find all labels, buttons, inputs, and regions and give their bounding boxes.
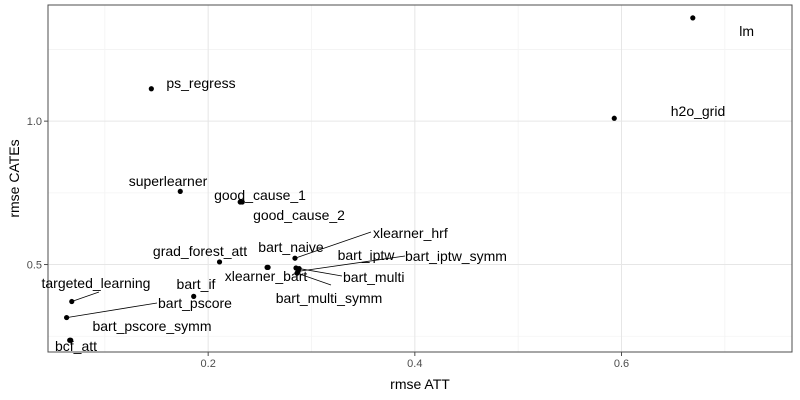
data-point-targeted-learning bbox=[69, 298, 75, 305]
point-label-bart-multi-symm: bart_multi_symm bbox=[276, 290, 383, 306]
y-axis-title: rmse CATEs bbox=[6, 139, 22, 217]
data-point-bart-multi bbox=[296, 265, 302, 272]
point-label-xlearner-hrf: xlearner_hrf bbox=[373, 225, 448, 241]
data-point-xlearner-bart bbox=[265, 264, 271, 271]
point-label-good-cause-2: good_cause_2 bbox=[253, 207, 345, 223]
data-point-lm bbox=[690, 15, 696, 21]
point-label-bart-iptw: bart_iptw bbox=[338, 247, 396, 263]
label-leader-line bbox=[66, 302, 158, 318]
data-point-bart-multi-symm bbox=[294, 270, 300, 276]
point-label-grad-forest-att: grad_forest_att bbox=[153, 243, 247, 259]
label-leader-line bbox=[298, 255, 406, 272]
y-tick-label: 0.5 bbox=[27, 260, 42, 272]
ticks-layer: 0.2 0.4 0.6 0.5 1.0 bbox=[27, 116, 629, 370]
point-label-bart-iptw-symm: bart_iptw_symm bbox=[405, 248, 507, 264]
point-label-bart-pscore: bart_pscore bbox=[158, 295, 232, 311]
point-label-targeted-learning: targeted_learning bbox=[42, 275, 151, 291]
data-point-grad-forest-att bbox=[216, 259, 223, 265]
data-point-bart-if bbox=[191, 293, 197, 299]
label-leader-line bbox=[299, 268, 343, 277]
data-point-bart-pscore bbox=[64, 314, 70, 321]
data-point-good-cause-2 bbox=[239, 199, 245, 205]
point-label-bart-pscore-symm: bart_pscore_symm bbox=[92, 318, 211, 334]
data-point-ps-regress bbox=[148, 86, 154, 92]
data-point-superlearner bbox=[177, 188, 183, 195]
point-label-bcf-att: bcf_att bbox=[55, 338, 97, 354]
point-label-bart-naive: bart_naive bbox=[258, 239, 324, 255]
point-label-good-cause-1: good_cause_1 bbox=[214, 187, 306, 203]
data-point-bcf-att bbox=[68, 337, 74, 343]
plot-panel-border bbox=[47, 4, 793, 353]
points-layer bbox=[64, 15, 696, 343]
label-leader-line bbox=[71, 291, 100, 302]
data-point-h2o-grid bbox=[611, 115, 617, 121]
grid-layer bbox=[48, 5, 792, 352]
point-label-superlearner: superlearner bbox=[129, 173, 208, 189]
data-point-xlearner-hrf bbox=[292, 255, 298, 261]
label-leader-line bbox=[296, 272, 332, 286]
point-label-lm: lm bbox=[739, 23, 754, 39]
label-leader-line bbox=[294, 231, 372, 259]
labels-layer: lm ps_regress h2o_grid superlearner good_cau… bbox=[42, 23, 754, 354]
leaders-layer bbox=[66, 231, 406, 318]
point-label-bart-multi: bart_multi bbox=[343, 269, 404, 285]
y-tick-label: 1.0 bbox=[27, 116, 42, 128]
x-axis-title: rmse ATT bbox=[390, 376, 450, 392]
x-tick-label: 0.6 bbox=[614, 358, 629, 370]
point-label-bart-if: bart_if bbox=[177, 276, 216, 292]
x-tick-label: 0.2 bbox=[201, 358, 216, 370]
point-label-xlearner-bart: xlearner_bart bbox=[225, 268, 308, 284]
x-tick-label: 0.4 bbox=[407, 358, 422, 370]
point-label-h2o-grid: h2o_grid bbox=[671, 103, 726, 119]
point-label-ps-regress: ps_regress bbox=[166, 75, 235, 91]
